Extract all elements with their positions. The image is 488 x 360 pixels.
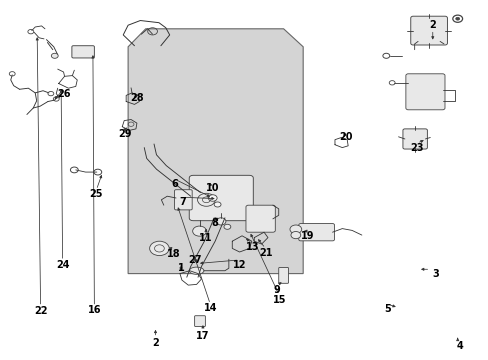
Circle shape xyxy=(192,226,206,236)
Text: 15: 15 xyxy=(272,294,285,305)
Text: 18: 18 xyxy=(166,249,180,259)
Text: 24: 24 xyxy=(56,260,69,270)
Ellipse shape xyxy=(189,267,203,274)
Circle shape xyxy=(208,195,217,201)
FancyBboxPatch shape xyxy=(72,46,94,58)
Text: 10: 10 xyxy=(205,183,219,193)
Text: 13: 13 xyxy=(245,242,259,252)
Text: 11: 11 xyxy=(199,233,212,243)
Circle shape xyxy=(51,53,58,58)
Text: 23: 23 xyxy=(409,143,423,153)
FancyBboxPatch shape xyxy=(278,267,288,283)
Text: 9: 9 xyxy=(273,285,280,295)
Text: 3: 3 xyxy=(432,269,439,279)
FancyBboxPatch shape xyxy=(189,175,253,221)
Text: 5: 5 xyxy=(384,304,390,314)
Text: 8: 8 xyxy=(211,218,218,228)
FancyBboxPatch shape xyxy=(174,190,192,210)
Text: 2: 2 xyxy=(428,20,435,30)
Circle shape xyxy=(197,193,215,206)
Text: 27: 27 xyxy=(188,255,202,265)
Circle shape xyxy=(290,231,300,239)
Text: 14: 14 xyxy=(203,303,217,313)
Text: 28: 28 xyxy=(130,93,143,103)
Text: 2: 2 xyxy=(152,338,159,348)
Text: 21: 21 xyxy=(258,248,272,258)
Circle shape xyxy=(455,17,459,20)
FancyBboxPatch shape xyxy=(245,205,275,232)
Text: 6: 6 xyxy=(171,179,178,189)
Text: 7: 7 xyxy=(179,197,186,207)
Text: 16: 16 xyxy=(87,305,101,315)
Polygon shape xyxy=(128,29,303,274)
Text: 22: 22 xyxy=(34,306,47,316)
Text: 19: 19 xyxy=(301,231,314,241)
Circle shape xyxy=(216,218,225,225)
Text: 17: 17 xyxy=(196,330,209,341)
Text: 4: 4 xyxy=(455,341,462,351)
Text: 20: 20 xyxy=(338,132,352,142)
Text: 26: 26 xyxy=(57,89,70,99)
Text: 29: 29 xyxy=(118,129,131,139)
Text: 25: 25 xyxy=(89,189,103,199)
FancyBboxPatch shape xyxy=(405,74,444,110)
Text: 1: 1 xyxy=(177,263,184,273)
Text: 12: 12 xyxy=(232,260,246,270)
FancyBboxPatch shape xyxy=(298,224,334,241)
Circle shape xyxy=(224,224,230,229)
FancyBboxPatch shape xyxy=(402,129,427,149)
FancyBboxPatch shape xyxy=(410,16,447,45)
Circle shape xyxy=(149,241,169,256)
FancyBboxPatch shape xyxy=(194,316,205,327)
Circle shape xyxy=(289,225,301,234)
Circle shape xyxy=(214,202,221,207)
